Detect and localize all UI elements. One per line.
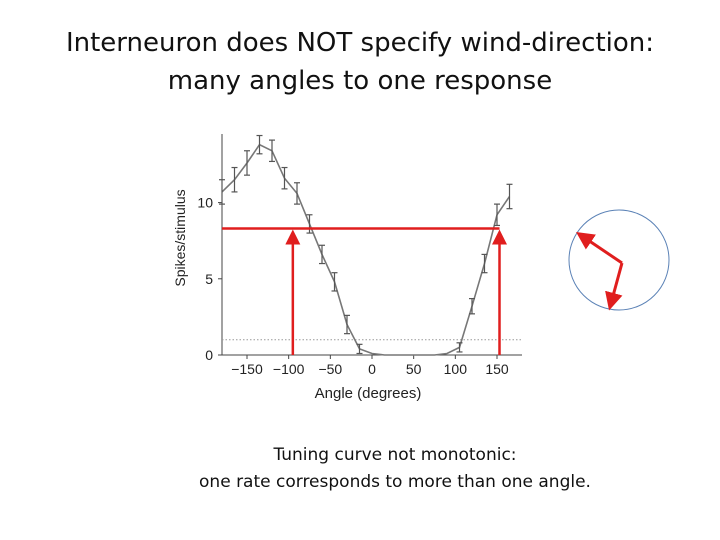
slide-title: Interneuron does NOT specify wind-direct… (0, 24, 720, 100)
wind-arrow-1 (576, 231, 623, 265)
y-tick-label-1: 5 (205, 271, 213, 287)
tuning-curve-line (221, 143, 511, 356)
x-tick-label-5: 100 (444, 361, 468, 377)
caption-line-1: Tuning curve not monotonic: (273, 445, 517, 465)
x-tick-label-4: 50 (406, 361, 422, 377)
slide-title-line-2: many angles to one response (167, 66, 553, 96)
caption-line-2: one rate corresponds to more than one an… (199, 472, 591, 492)
x-tick-label-6: 150 (485, 361, 509, 377)
plot-area: 0 5 10 −150 −100 −50 0 50 100 150 (197, 134, 522, 377)
y-axis-label: Spikes/stimulus (172, 189, 188, 286)
caption: Tuning curve not monotonic: one rate cor… (0, 442, 720, 496)
x-tick-label-2: −50 (318, 361, 342, 377)
x-axis-label: Angle (degrees) (315, 385, 422, 402)
x-tick-label-3: 0 (368, 361, 376, 377)
x-tick-label-0: −150 (231, 361, 263, 377)
y-tick-label-2: 10 (197, 195, 213, 211)
slide-title-line-1: Interneuron does NOT specify wind-direct… (65, 28, 655, 58)
wind-direction-inset (568, 209, 670, 311)
x-tick-label-1: −100 (273, 361, 305, 377)
wind-arrow-2 (605, 262, 624, 311)
y-tick-label-0: 0 (205, 347, 213, 363)
